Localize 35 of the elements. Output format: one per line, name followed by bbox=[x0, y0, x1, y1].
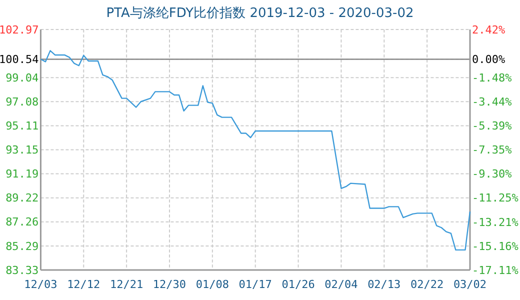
y-tick-label: 91.19 bbox=[6, 168, 39, 181]
x-tick-label: 02/22 bbox=[410, 278, 444, 291]
x-tick-label: 12/03 bbox=[24, 278, 58, 291]
y2-tick-label: 0.00% bbox=[472, 53, 506, 66]
x-tick-label: 01/08 bbox=[196, 278, 229, 291]
chart-title: PTA与涤纶FDY比价指数 2019-12-03 - 2020-03-02 bbox=[106, 6, 414, 21]
line-series bbox=[40, 50, 471, 251]
y2-tick-label: 2.42% bbox=[472, 23, 506, 36]
y-tick-label: 102.97 bbox=[0, 23, 39, 36]
y-tick-label: 89.22 bbox=[6, 192, 39, 205]
y-tick-label: 99.04 bbox=[6, 71, 40, 84]
y-tick-label: 85.29 bbox=[6, 240, 39, 253]
y2-tick-label: -9.30% bbox=[472, 168, 512, 181]
y2-tick-label: -15.16% bbox=[472, 240, 519, 253]
y2-tick-label: -3.44% bbox=[472, 96, 512, 109]
y-tick-label: 95.11 bbox=[6, 120, 39, 133]
x-tick-label: 02/13 bbox=[368, 278, 401, 291]
x-tick-label: 01/17 bbox=[238, 278, 272, 291]
x-tick-label: 02/04 bbox=[324, 278, 358, 291]
y-tick-label: 87.26 bbox=[6, 216, 39, 229]
y2-tick-label: -1.48% bbox=[472, 71, 512, 84]
x-tick-label: 12/21 bbox=[110, 278, 144, 291]
y-tick-label: 97.08 bbox=[6, 95, 39, 108]
y2-tick-label: -11.25% bbox=[472, 192, 519, 205]
x-tick-label: 03/02 bbox=[453, 278, 487, 291]
x-tick-label: 01/26 bbox=[282, 278, 315, 291]
x-tick-label: 12/30 bbox=[152, 278, 186, 291]
y2-tick-label: -13.21% bbox=[472, 216, 519, 229]
y-tick-label: 83.33 bbox=[6, 264, 39, 277]
y-tick-label: 93.15 bbox=[6, 144, 39, 157]
y2-tick-label: -7.35% bbox=[472, 144, 512, 157]
y2-tick-label: -5.39% bbox=[472, 120, 512, 133]
x-tick-label: 12/12 bbox=[67, 278, 100, 291]
y2-tick-label: -17.11% bbox=[472, 264, 519, 277]
y-tick-label: 100.54 bbox=[0, 53, 40, 66]
